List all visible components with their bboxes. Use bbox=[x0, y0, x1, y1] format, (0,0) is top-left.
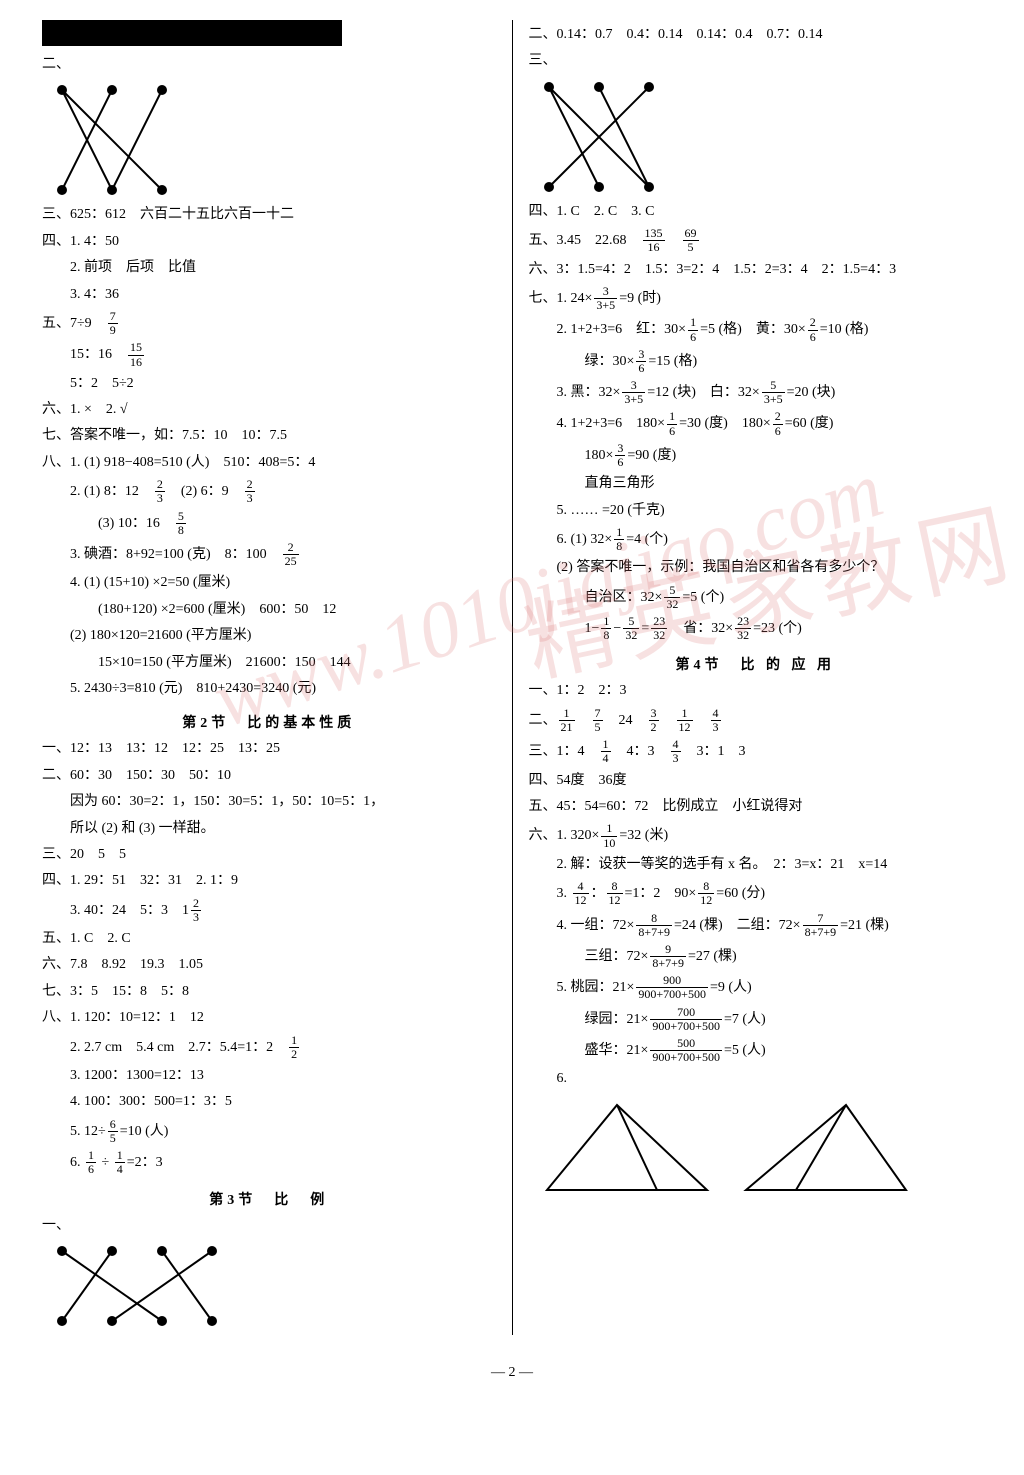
section-4-title: 第4节 比 的 应 用 bbox=[529, 654, 983, 674]
answer-line: 3. 4：36 bbox=[42, 284, 496, 306]
answer-line: 180×36=90 (度) bbox=[529, 442, 983, 469]
answer-line: 六、1. × 2. √ bbox=[42, 399, 496, 421]
column-divider bbox=[512, 20, 513, 1335]
answer-line: 4. 1+2+3=6 180×16=30 (度) 180×26=60 (度) bbox=[529, 410, 983, 437]
match-diagram-2 bbox=[529, 77, 679, 197]
answer-line: 2. 前项 后项 比值 bbox=[42, 257, 496, 279]
answer-line: 六、1. 320×110=32 (米) bbox=[529, 822, 983, 849]
answer-line: (180+120) ×2=600 (厘米) 600：50 12 bbox=[42, 599, 496, 621]
answer-line: 八、1. 120：10=12：1 12 bbox=[42, 1007, 496, 1029]
answer-line: 6. bbox=[529, 1068, 983, 1090]
answer-line: 5. 桃园：21×900900+700+500=9 (人) bbox=[529, 974, 983, 1001]
answer-line: 四、1. 4：50 bbox=[42, 231, 496, 253]
answer-line: 盛华：21×500900+700+500=5 (人) bbox=[529, 1037, 983, 1064]
answer-line: 3. 黑：32×33+5=12 (块) 白：32×53+5=20 (块) bbox=[529, 379, 983, 406]
left-column: 二、 三、625：612 六百二十五比六百一十二 四、1. 4：50 2. 前项… bbox=[30, 20, 508, 1335]
answer-line: 三、20 5 5 bbox=[42, 844, 496, 866]
answer-line: (2) 180×120=21600 (平方厘米) bbox=[42, 625, 496, 647]
answer-line: 3. 40：24 5：3 123 bbox=[42, 897, 496, 924]
label-two: 二、 bbox=[42, 54, 496, 76]
answer-line: 2. 1+2+3=6 红：30×16=5 (格) 黄：30×26=10 (格) bbox=[529, 316, 983, 343]
answer-line: 五、3.45 22.68 13516 695 bbox=[529, 227, 983, 254]
answer-line: 15×10=150 (平方厘米) 21600：150 144 bbox=[42, 652, 496, 674]
answer-line: 6. (1) 32×18=4 (个) bbox=[529, 526, 983, 553]
answer-line: 1−18−532=2332 省：32×2332=23 (个) bbox=[529, 615, 983, 642]
answer-line: 6. 16 ÷ 14=2：3 bbox=[42, 1149, 496, 1176]
answer-line: 5：2 5÷2 bbox=[42, 373, 496, 395]
answer-line: 所以 (2) 和 (3) 一样甜。 bbox=[42, 818, 496, 840]
answer-line: 五、45：54=60：72 比例成立 小红说得对 bbox=[529, 796, 983, 818]
answer-line: 5. 12÷65=10 (人) bbox=[42, 1118, 496, 1145]
answer-line: 五、1. C 2. C bbox=[42, 928, 496, 950]
answer-line: 直角三角形 bbox=[529, 473, 983, 495]
answer-line: 3. 碘酒：8+92=100 (克) 8：100 225 bbox=[42, 541, 496, 568]
answer-line: 5. 2430÷3=810 (元) 810+2430=3240 (元) bbox=[42, 678, 496, 700]
label-one: 一、 bbox=[42, 1215, 496, 1237]
answer-line: 二、0.14：0.7 0.4：0.14 0.14：0.4 0.7：0.14 bbox=[529, 24, 983, 46]
answer-line: 三组：72×98+7+9=27 (棵) bbox=[529, 943, 983, 970]
answer-line: 三、625：612 六百二十五比六百一十二 bbox=[42, 204, 496, 226]
answer-line: 15：16 1516 bbox=[42, 341, 496, 368]
answer-line: 一、12：13 13：12 12：25 13：25 bbox=[42, 738, 496, 760]
redacted-bar bbox=[42, 20, 342, 46]
triangle-1 bbox=[537, 1095, 717, 1195]
answer-line: 3. 412：812=1：2 90×812=60 (分) bbox=[529, 880, 983, 907]
section-3-title: 第3节 比 例 bbox=[42, 1189, 496, 1209]
answer-line: 因为 60：30=2：1，150：30=5：1，50：10=5：1， bbox=[42, 791, 496, 813]
label-three: 三、 bbox=[529, 50, 983, 72]
match-diagram-1 bbox=[42, 80, 192, 200]
answer-line: 二、121 75 24 32 112 43 bbox=[529, 707, 983, 734]
match-diagram-3 bbox=[42, 1241, 242, 1331]
section-2-title: 第2节 比的基本性质 bbox=[42, 712, 496, 732]
answer-line: (2) 答案不唯一，示例：我国自治区和省各有多少个？ bbox=[529, 557, 983, 579]
answer-line: 五、7÷9 79 bbox=[42, 310, 496, 337]
answer-line: 四、1. 29：51 32：31 2. 1：9 bbox=[42, 870, 496, 892]
answer-line: 七、答案不唯一，如：7.5：10 10：7.5 bbox=[42, 425, 496, 447]
answer-line: (3) 10：16 58 bbox=[42, 510, 496, 537]
answer-line: 2. 解：设获一等奖的选手有 x 名。 2：3=x：21 x=14 bbox=[529, 854, 983, 876]
answer-line: 绿园：21×700900+700+500=7 (人) bbox=[529, 1006, 983, 1033]
answer-line: 2. 2.7 cm 5.4 cm 2.7：5.4=1：2 12 bbox=[42, 1034, 496, 1061]
answer-line: 六、3：1.5=4：2 1.5：3=2：4 1.5：2=3：4 2：1.5=4：… bbox=[529, 259, 983, 281]
answer-line: 5. …… =20 (千克) bbox=[529, 500, 983, 522]
answer-line: 三、1：4 14 4：3 43 3：1 3 bbox=[529, 738, 983, 765]
answer-line: 二、60：30 150：30 50：10 bbox=[42, 765, 496, 787]
answer-line: 4. 一组：72×88+7+9=24 (棵) 二组：72×78+7+9=21 (… bbox=[529, 912, 983, 939]
answer-line: 自治区：32×532=5 (个) bbox=[529, 584, 983, 611]
answer-line: 六、7.8 8.92 19.3 1.05 bbox=[42, 954, 496, 976]
answer-line: 绿：30×36=15 (格) bbox=[529, 348, 983, 375]
answer-line: 一、1：2 2：3 bbox=[529, 680, 983, 702]
answer-line: 四、1. C 2. C 3. C bbox=[529, 201, 983, 223]
answer-line: 2. (1) 8：12 23 (2) 6：9 23 bbox=[42, 478, 496, 505]
right-column: 二、0.14：0.7 0.4：0.14 0.14：0.4 0.7：0.14 三、… bbox=[517, 20, 995, 1335]
triangle-2 bbox=[736, 1095, 916, 1195]
answer-line: 七、3：5 15：8 5：8 bbox=[42, 981, 496, 1003]
answer-line: 4. (1) (15+10) ×2=50 (厘米) bbox=[42, 572, 496, 594]
answer-line: 4. 100：300：500=1：3：5 bbox=[42, 1091, 496, 1113]
answer-line: 七、1. 24×33+5=9 (时) bbox=[529, 285, 983, 312]
answer-line: 八、1. (1) 918−408=510 (人) 510：408=5：4 bbox=[42, 452, 496, 474]
answer-line: 3. 1200：1300=12：13 bbox=[42, 1065, 496, 1087]
page-number: — 2 — bbox=[0, 1365, 1024, 1381]
triangles-diagram bbox=[529, 1095, 983, 1200]
answer-line: 四、54度 36度 bbox=[529, 770, 983, 792]
page-content: 二、 三、625：612 六百二十五比六百一十二 四、1. 4：50 2. 前项… bbox=[0, 0, 1024, 1355]
